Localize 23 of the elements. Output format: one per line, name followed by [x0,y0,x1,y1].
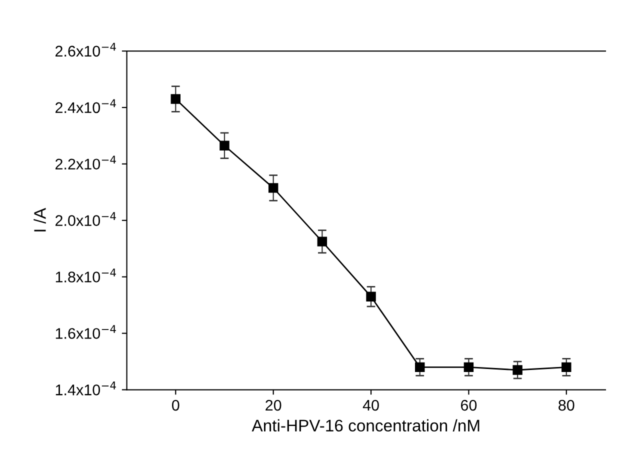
y-tick-label: 1.8x10$^{−4}$ [56,268,116,282]
x-axis-title: Anti-HPV-16 concentration /nM [252,419,480,432]
x-tick-label: 80 [558,400,574,411]
point [464,362,474,372]
x-tick-label: 40 [362,400,379,411]
y-tick-label: 2.6x10$^{−4}$ [56,42,116,57]
point [170,94,181,104]
y-tick-label: 1.6x10$^{−4}$ [56,325,116,339]
point [220,140,230,150]
point [317,236,328,246]
y-tick-label: 2.4x10$^{−4}$ [56,99,116,114]
x-tick-label: 60 [460,400,477,411]
point [562,362,572,372]
y-tick-label: 2.0x10$^{−4}$ [56,212,116,226]
x-tick-label: 0 [172,400,180,411]
y-axis-title: I /A [34,208,46,232]
point [366,292,376,302]
y-tick-label: 1.4x10$^{−4}$ [56,382,116,396]
x-tick-label: 20 [266,400,282,411]
y-tick-label: 2.2x10$^{−4}$ [56,156,116,170]
point [415,362,425,372]
point [268,183,278,193]
point [512,365,522,375]
